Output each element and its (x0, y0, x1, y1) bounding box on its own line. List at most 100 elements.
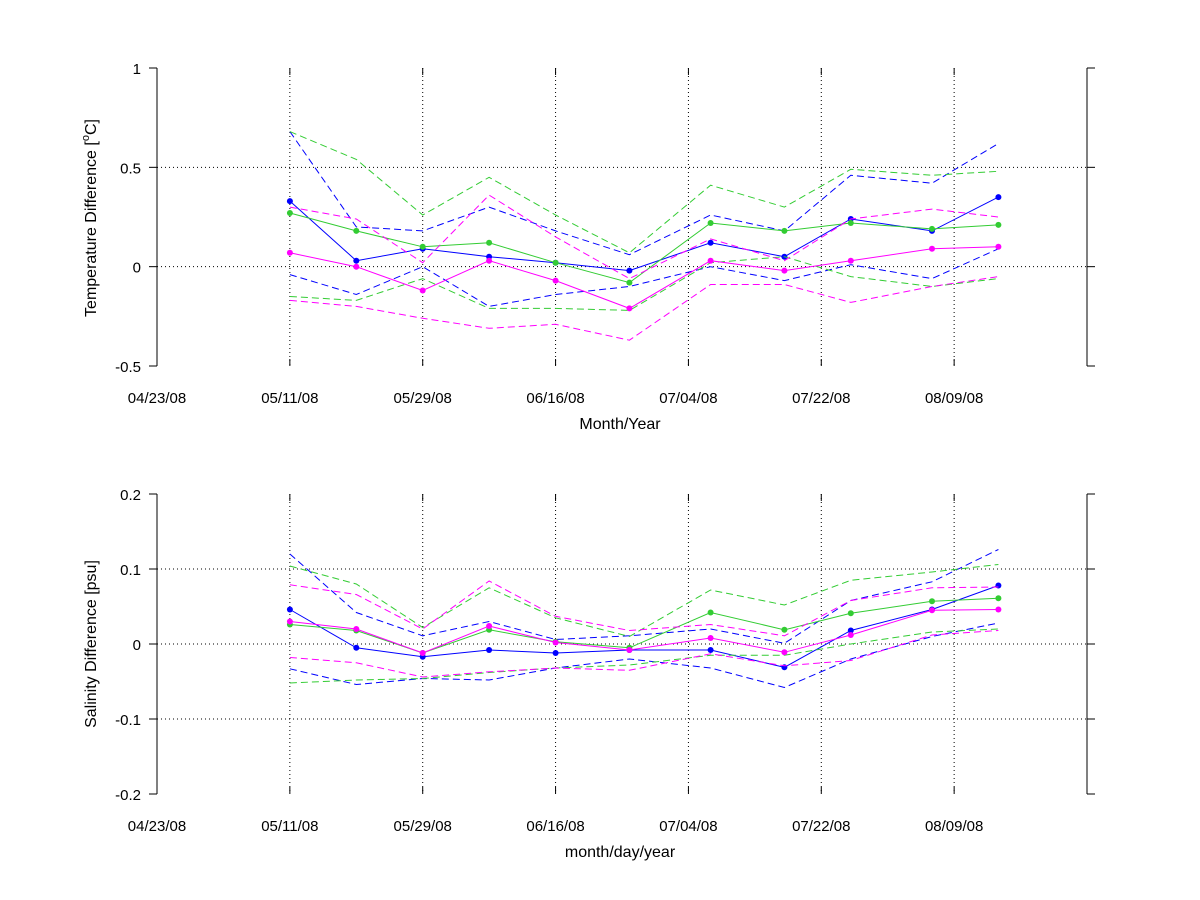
temperature-series-3-point (995, 221, 1002, 228)
salinity-series-6-point (707, 635, 714, 641)
temperature-series-6-point (353, 263, 360, 270)
salinity-series-0-point (552, 650, 559, 656)
salinity-x-tick-label: 04/23/08 (128, 818, 186, 835)
temperature-series-6-point (995, 243, 1002, 250)
temperature-y-axis-label-prefix: Temperature Difference [ (83, 141, 100, 317)
temperature-panel: 04/23/08 05/11/08 05/29/08 06/16/08 07/04/08… (80, 61, 1095, 433)
temperature-series-3-point (486, 239, 493, 246)
temperature-series-6-point (419, 287, 426, 294)
salinity-y-tick-label: 0 (133, 637, 141, 654)
salinity-series-3-point (995, 595, 1002, 602)
temperature-series-6-point (286, 249, 293, 256)
temperature-series-6-point (781, 267, 788, 274)
temperature-series-0-point (707, 239, 714, 246)
temperature-y-tick-label: 0.5 (120, 160, 141, 177)
temperature-y-tick-label: -0.5 (115, 359, 141, 376)
temperature-series-3-point (847, 220, 854, 226)
salinity-y-axis-label: Salinity Difference [psu] (83, 560, 100, 728)
salinity-series-6-point (353, 626, 360, 632)
salinity-x-tick-label: 05/11/08 (261, 818, 318, 835)
salinity-x-axis-label: month/day/year (565, 844, 676, 861)
salinity-series-0-point (486, 647, 493, 653)
temperature-series-6-point (552, 277, 559, 284)
salinity-x-tick-label: 05/29/08 (394, 818, 452, 835)
salinity-series-line-5-dashed (289, 628, 999, 684)
temperature-series-6-point (486, 257, 493, 264)
salinity-y-tick-label: -0.1 (115, 712, 141, 729)
salinity-series-0-point (286, 606, 293, 613)
salinity-panel: 04/23/08 05/11/08 05/29/08 06/16/08 07/04/08… (83, 487, 1095, 861)
salinity-series-line-1-dashed (289, 549, 999, 644)
salinity-series-6-point (552, 639, 559, 646)
temperature-series-3-point (286, 210, 293, 216)
temperature-series-3-point (552, 259, 559, 266)
temperature-y-tick-label: 1 (133, 61, 141, 78)
temperature-axes (149, 67, 1095, 367)
salinity-series-line-8-dashed (289, 630, 999, 678)
temperature-series-0-point (626, 267, 633, 274)
salinity-x-tick-label: 07/22/08 (792, 818, 850, 835)
temperature-series-3-point (929, 225, 935, 232)
salinity-y-tick-label: 0.1 (120, 562, 141, 579)
temperature-series-line-5-dashed (289, 256, 999, 311)
temperature-x-tick-label: 05/11/08 (261, 390, 318, 407)
salinity-x-tick-label: 07/04/08 (659, 818, 717, 835)
temperature-series-6-point (847, 257, 854, 264)
temperature-y-tick-label: 0 (133, 260, 141, 277)
salinity-tick-labels: 04/23/08 05/11/08 05/29/08 06/16/08 07/04/08… (115, 487, 983, 835)
temperature-series-3-point (707, 220, 714, 226)
salinity-y-tick-label: -0.2 (115, 787, 141, 804)
salinity-series-3-point (929, 598, 935, 605)
temperature-series-6-point (626, 305, 633, 312)
salinity-series-6-point (781, 649, 788, 656)
salinity-series-6-point (286, 618, 293, 625)
temperature-y-axis-label: Temperature Difference [oC] (80, 119, 100, 317)
salinity-series-0-point (995, 582, 1002, 589)
temperature-x-tick-label: 04/23/08 (128, 390, 186, 407)
temperature-series-3-point (419, 243, 426, 250)
salinity-series-0-point (353, 644, 360, 651)
temperature-series-3-point (353, 227, 360, 234)
salinity-series-line-4-dashed (289, 564, 999, 638)
temperature-x-tick-label: 05/29/08 (394, 390, 452, 407)
salinity-series-6-point (995, 606, 1002, 613)
temperature-x-tick-label: 06/16/08 (526, 390, 584, 407)
temperature-tick-labels: 04/23/08 05/11/08 05/29/08 06/16/08 07/04/08… (115, 61, 983, 407)
temperature-series-6-point (707, 257, 714, 264)
salinity-axes (149, 493, 1095, 795)
salinity-x-tick-label: 08/09/08 (925, 818, 983, 835)
temperature-series-0-point (286, 198, 293, 205)
temperature-series-0-point (995, 194, 1002, 201)
temperature-series-line-1-dashed (289, 131, 999, 256)
salinity-series-3-point (847, 610, 854, 617)
temperature-x-tick-label: 07/22/08 (792, 390, 850, 407)
temperature-series-6-point (929, 245, 935, 252)
temperature-series (286, 131, 1002, 341)
temperature-grid (157, 68, 1087, 366)
temperature-y-axis-label-suffix: C] (83, 119, 100, 135)
salinity-series-0-point (847, 627, 854, 634)
salinity-series-6-point (419, 650, 426, 656)
salinity-series-6-point (847, 632, 854, 638)
salinity-series-line-2-dashed (289, 622, 999, 689)
salinity-series-3-point (707, 609, 714, 616)
salinity-x-tick-label: 06/16/08 (526, 818, 584, 835)
salinity-series-6-point (486, 623, 493, 629)
temperature-series-3-point (626, 279, 633, 286)
salinity-series-6-point (929, 607, 935, 614)
salinity-y-tick-label: 0.2 (120, 487, 141, 504)
temperature-x-tick-label: 07/04/08 (659, 390, 717, 407)
temperature-series-3-point (781, 227, 788, 234)
temperature-series-0-point (353, 257, 360, 264)
salinity-grid (157, 494, 1087, 794)
salinity-series-3-point (781, 626, 788, 633)
salinity-series-0-point (707, 647, 714, 653)
salinity-series-line-7-dashed (289, 580, 999, 637)
salinity-series-6-point (626, 647, 633, 653)
temperature-x-axis-label: Month/Year (579, 416, 661, 433)
temperature-series-line-8-dashed (289, 276, 999, 341)
temperature-x-tick-label: 08/09/08 (925, 390, 983, 407)
salinity-series (286, 549, 1002, 689)
